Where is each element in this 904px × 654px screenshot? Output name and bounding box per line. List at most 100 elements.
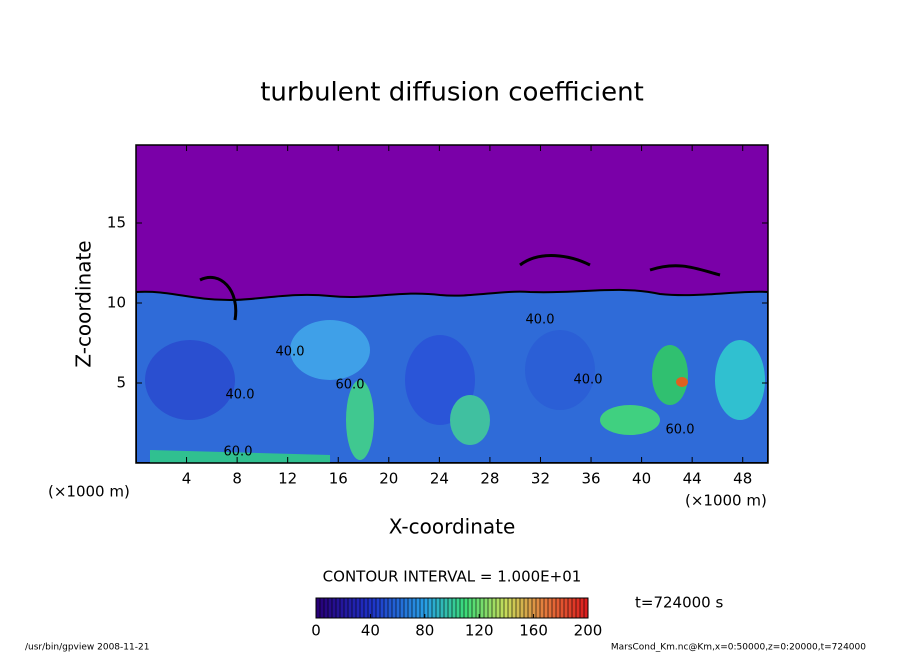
colorbar-cell — [444, 598, 449, 618]
colorbar-cell — [476, 598, 481, 618]
contour-line — [199, 254, 721, 321]
colorbar-cell — [552, 598, 557, 618]
colorbar-cell — [380, 598, 385, 618]
y-tick-label: 15 — [107, 214, 126, 232]
colorbar-tick-label: 120 — [465, 622, 494, 640]
colorbar-cell — [532, 598, 537, 618]
colorbar-tick-label: 160 — [519, 622, 548, 640]
colorbar-cell — [428, 598, 433, 618]
contour-label: 40.0 — [574, 373, 603, 388]
colorbar-cell — [320, 598, 325, 618]
time-label: t=724000 s — [635, 594, 723, 612]
colorbar-cell — [504, 598, 509, 618]
colorbar: 0 40 80 120 160 200 — [311, 597, 603, 640]
colorbar-cell — [388, 598, 393, 618]
colorbar-cell — [408, 598, 413, 618]
x-tick-label: 36 — [581, 470, 600, 488]
colorbar-cell — [512, 598, 517, 618]
x-tick-label: 44 — [683, 470, 702, 488]
x-tick-label: 16 — [329, 470, 348, 488]
colorbar-cell — [420, 598, 425, 618]
field-blob — [715, 340, 765, 420]
footer-right: MarsCond_Km.nc@Km,x=0:50000,z=0:20000,t=… — [611, 643, 866, 653]
colorbar-cell — [344, 598, 349, 618]
plot-frame — [135, 144, 769, 464]
colorbar-cell — [528, 598, 533, 618]
x-tick-label: 28 — [480, 470, 499, 488]
field-blob — [676, 377, 688, 387]
colorbar-frame — [315, 597, 589, 619]
colorbar-cell — [464, 598, 469, 618]
colorbar-cell — [436, 598, 441, 618]
colorbar-cell — [448, 598, 453, 618]
x-tick-label: 8 — [232, 470, 242, 488]
colorbar-cell — [396, 598, 401, 618]
colorbar-tick-label: 80 — [415, 622, 434, 640]
colorbar-cell — [456, 598, 461, 618]
colorbar-cell — [520, 598, 525, 618]
y-tick-label: 10 — [107, 294, 126, 312]
colorbar-cell — [488, 598, 493, 618]
y-tick-label: 5 — [116, 374, 126, 392]
colorbar-cell — [568, 598, 573, 618]
colorbar-cell — [348, 598, 353, 618]
contour-label: 40.0 — [226, 388, 255, 403]
colorbar-cell — [572, 598, 577, 618]
colorbar-cell — [332, 598, 337, 618]
contour-label: 40.0 — [276, 345, 305, 360]
colorbar-cell — [432, 598, 437, 618]
colorbar-cell — [544, 598, 549, 618]
colorbar-cell — [416, 598, 421, 618]
contour-label: 60.0 — [224, 445, 253, 460]
colorbar-cell — [524, 598, 529, 618]
x-tick-label: 32 — [531, 470, 550, 488]
footer-left: /usr/bin/gpview 2008-11-21 — [25, 643, 149, 653]
y-unit: (×1000 m) — [685, 492, 767, 510]
colorbar-cell — [584, 598, 589, 618]
field-blob — [346, 380, 374, 460]
colorbar-cell — [480, 598, 485, 618]
colorbar-cell — [376, 598, 381, 618]
colorbar-cell — [556, 598, 561, 618]
x-axis-label: X-coordinate — [389, 515, 516, 539]
contour-label: 60.0 — [336, 378, 365, 393]
colorbar-cell — [400, 598, 405, 618]
colorbar-cell — [452, 598, 457, 618]
x-tick-label: 20 — [379, 470, 398, 488]
field-blob — [290, 320, 370, 380]
x-unit: (×1000 m) — [48, 483, 130, 501]
colorbar-tick-label: 200 — [574, 622, 603, 640]
colorbar-cell — [424, 598, 429, 618]
colorbar-cell — [516, 598, 521, 618]
colorbar-cell — [404, 598, 409, 618]
colorbar-cell — [328, 598, 333, 618]
field-blob — [525, 330, 595, 410]
colorbar-cell — [564, 598, 569, 618]
field-blob — [652, 345, 688, 405]
field-blob — [145, 340, 235, 420]
colorbar-cell — [368, 598, 373, 618]
colorbar-cell — [324, 598, 329, 618]
colorbar-cell — [340, 598, 345, 618]
x-tick-label: 48 — [733, 470, 752, 488]
chart-title: turbulent diffusion coefficient — [260, 78, 644, 108]
x-tick-label: 12 — [278, 470, 297, 488]
colorbar-cell — [352, 598, 357, 618]
x-tick-label: 24 — [430, 470, 449, 488]
x-tick-label: 4 — [182, 470, 192, 488]
colorbar-cell — [440, 598, 445, 618]
colorbar-cell — [580, 598, 585, 618]
field-blob — [600, 405, 660, 435]
colorbar-cell — [372, 598, 377, 618]
colorbar-cell — [508, 598, 513, 618]
field-blob — [150, 450, 330, 463]
colorbar-cell — [360, 598, 365, 618]
colorbar-cell — [468, 598, 473, 618]
contour-label: 60.0 — [666, 423, 695, 438]
colorbar-cell — [392, 598, 397, 618]
colorbar-cell — [548, 598, 553, 618]
field — [136, 145, 768, 463]
colorbar-cell — [560, 598, 565, 618]
colorbar-cell — [336, 598, 341, 618]
